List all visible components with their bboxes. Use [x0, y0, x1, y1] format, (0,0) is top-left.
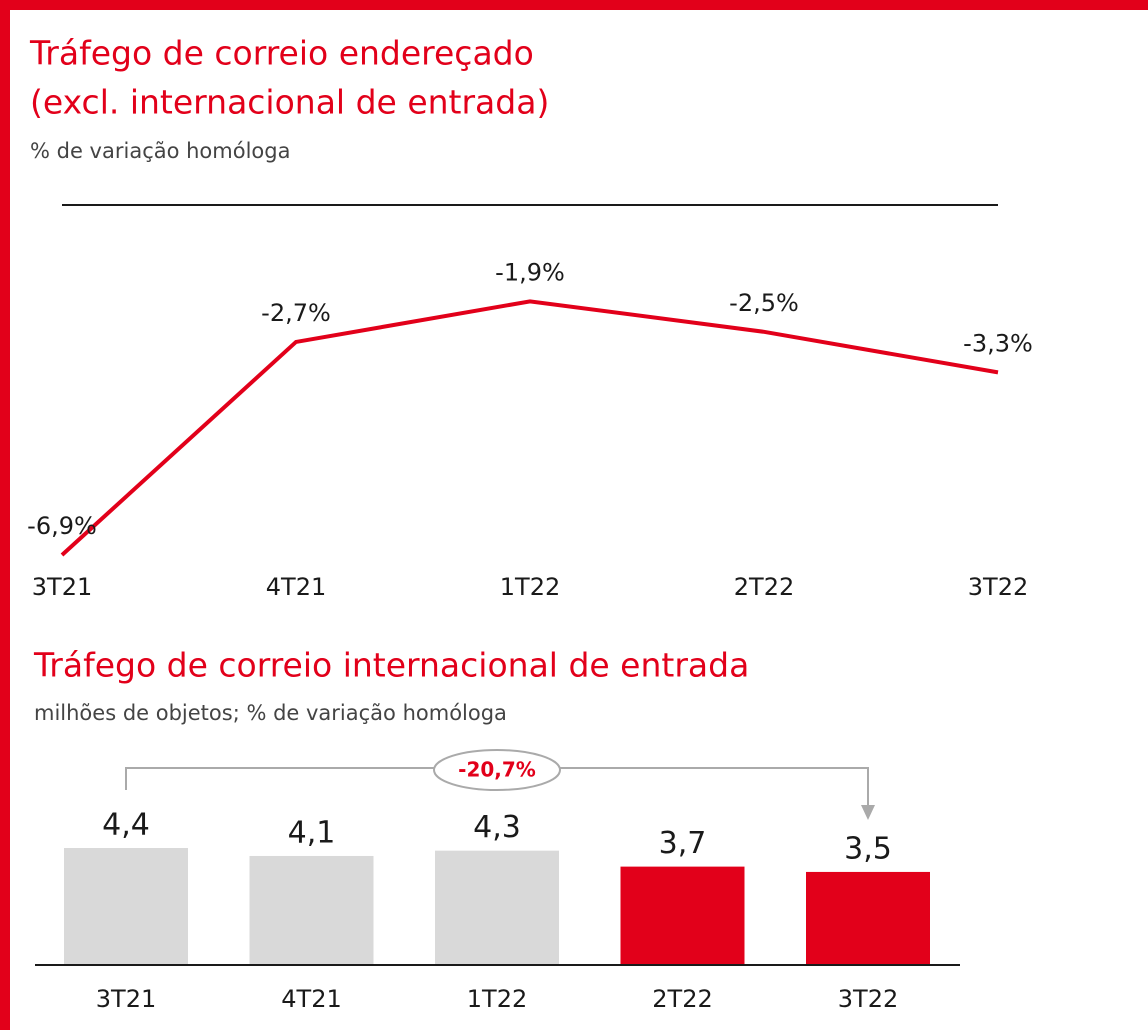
- frame-top: [0, 0, 1148, 10]
- chart-title: Tráfego de correio endereçado: [29, 34, 534, 73]
- data-label: 4,1: [288, 815, 336, 850]
- bar: [435, 850, 559, 965]
- x-tick-label: 1T22: [467, 985, 527, 1013]
- data-label: -6,9%: [27, 512, 97, 540]
- bar: [64, 848, 188, 965]
- x-tick-label: 2T22: [652, 985, 712, 1013]
- data-label: -3,3%: [963, 329, 1033, 357]
- data-label: -2,7%: [261, 299, 331, 327]
- x-tick-label: 2T22: [734, 573, 794, 601]
- x-tick-label: 4T21: [266, 573, 326, 601]
- x-tick-label: 1T22: [500, 573, 560, 601]
- data-label: -2,5%: [729, 289, 799, 317]
- x-tick-label: 3T21: [32, 573, 92, 601]
- chart-title: (excl. internacional de entrada): [30, 83, 549, 122]
- data-label: -1,9%: [495, 258, 565, 286]
- annotation: -20,7%: [458, 758, 536, 782]
- x-tick-label: 3T22: [968, 573, 1028, 601]
- annotation-pill: [433, 749, 561, 791]
- bar: [620, 866, 745, 965]
- chart-title: Tráfego de correio internacional de entr…: [33, 646, 749, 685]
- x-tick-label: 4T21: [281, 985, 341, 1013]
- line: [60, 299, 999, 557]
- x-tick-label: 3T21: [96, 985, 156, 1013]
- chart-subtitle: % de variação homóloga: [30, 139, 290, 163]
- bar: [806, 871, 930, 965]
- chart-subtitle: milhões de objetos; % de variação homólo…: [34, 701, 507, 725]
- frame-left: [0, 0, 10, 1030]
- data-label: 3,5: [844, 831, 892, 866]
- bar: [249, 855, 374, 965]
- data-label: 3,7: [659, 826, 707, 861]
- data-label: 4,3: [473, 810, 521, 845]
- bracket-arrow: [861, 805, 875, 820]
- x-tick-label: 3T22: [838, 985, 898, 1013]
- data-label: 4,4: [102, 808, 150, 843]
